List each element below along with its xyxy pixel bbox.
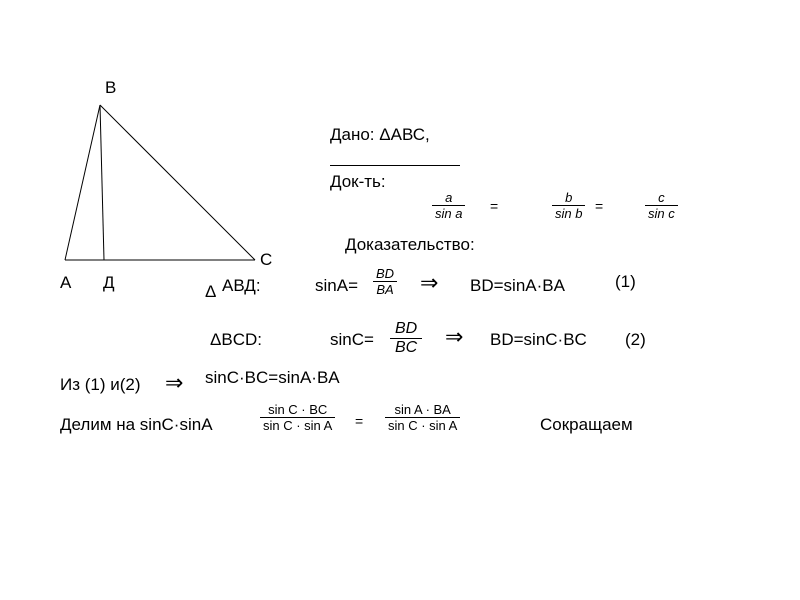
given-label: Дано: [330, 125, 375, 144]
step1-frac: BD BA [373, 266, 397, 297]
step2-sinc: sinC= [330, 330, 374, 350]
step3-result: sinC·BC=sinA·BA [205, 368, 340, 388]
lawofsines-f1: a sin a [432, 190, 465, 221]
vertex-a-label: А [60, 273, 71, 293]
lawofsines-eq1: = [490, 198, 498, 214]
step4-f1: sin C · BC sin C · sin A [260, 402, 335, 433]
step1-tri: АВД: [222, 276, 261, 296]
step4-label: Делим на sinC·sinA [60, 415, 213, 435]
given-underline [330, 165, 460, 166]
triangle-diagram [50, 100, 270, 270]
step1-num: (1) [615, 272, 636, 292]
prove-label: Док-ть: [330, 172, 386, 192]
step4-eq: = [355, 413, 363, 429]
step2-tri: ΔBCD: [210, 330, 262, 350]
step1-delta: Δ [205, 282, 216, 302]
lawofsines-f3: c sin c [645, 190, 678, 221]
vertex-c-label: С [260, 250, 272, 270]
step1-arrow: ⇒ [420, 270, 438, 296]
lawofsines-eq2: = [595, 198, 603, 214]
step1-result: BD=sinA·BA [470, 276, 565, 296]
step4-f2: sin A · BA sin C · sin A [385, 402, 460, 433]
proof-label: Доказательство: [345, 235, 475, 255]
step2-num: (2) [625, 330, 646, 350]
step1-sina: sinA= [315, 276, 358, 296]
step2-result: BD=sinC·BC [490, 330, 587, 350]
step3-arrow: ⇒ [165, 370, 183, 396]
step2-arrow: ⇒ [445, 324, 463, 350]
step3-from: Из (1) и(2) [60, 375, 141, 395]
lawofsines-f2: b sin b [552, 190, 585, 221]
vertex-b-label: В [105, 78, 116, 98]
vertex-d-label: Д [103, 273, 115, 293]
given-line: Дано: ΔАВС, [330, 125, 430, 145]
given-text: ΔАВС, [379, 125, 429, 144]
step4-reduce: Сокращаем [540, 415, 633, 435]
step2-frac: BD BC [390, 320, 422, 357]
